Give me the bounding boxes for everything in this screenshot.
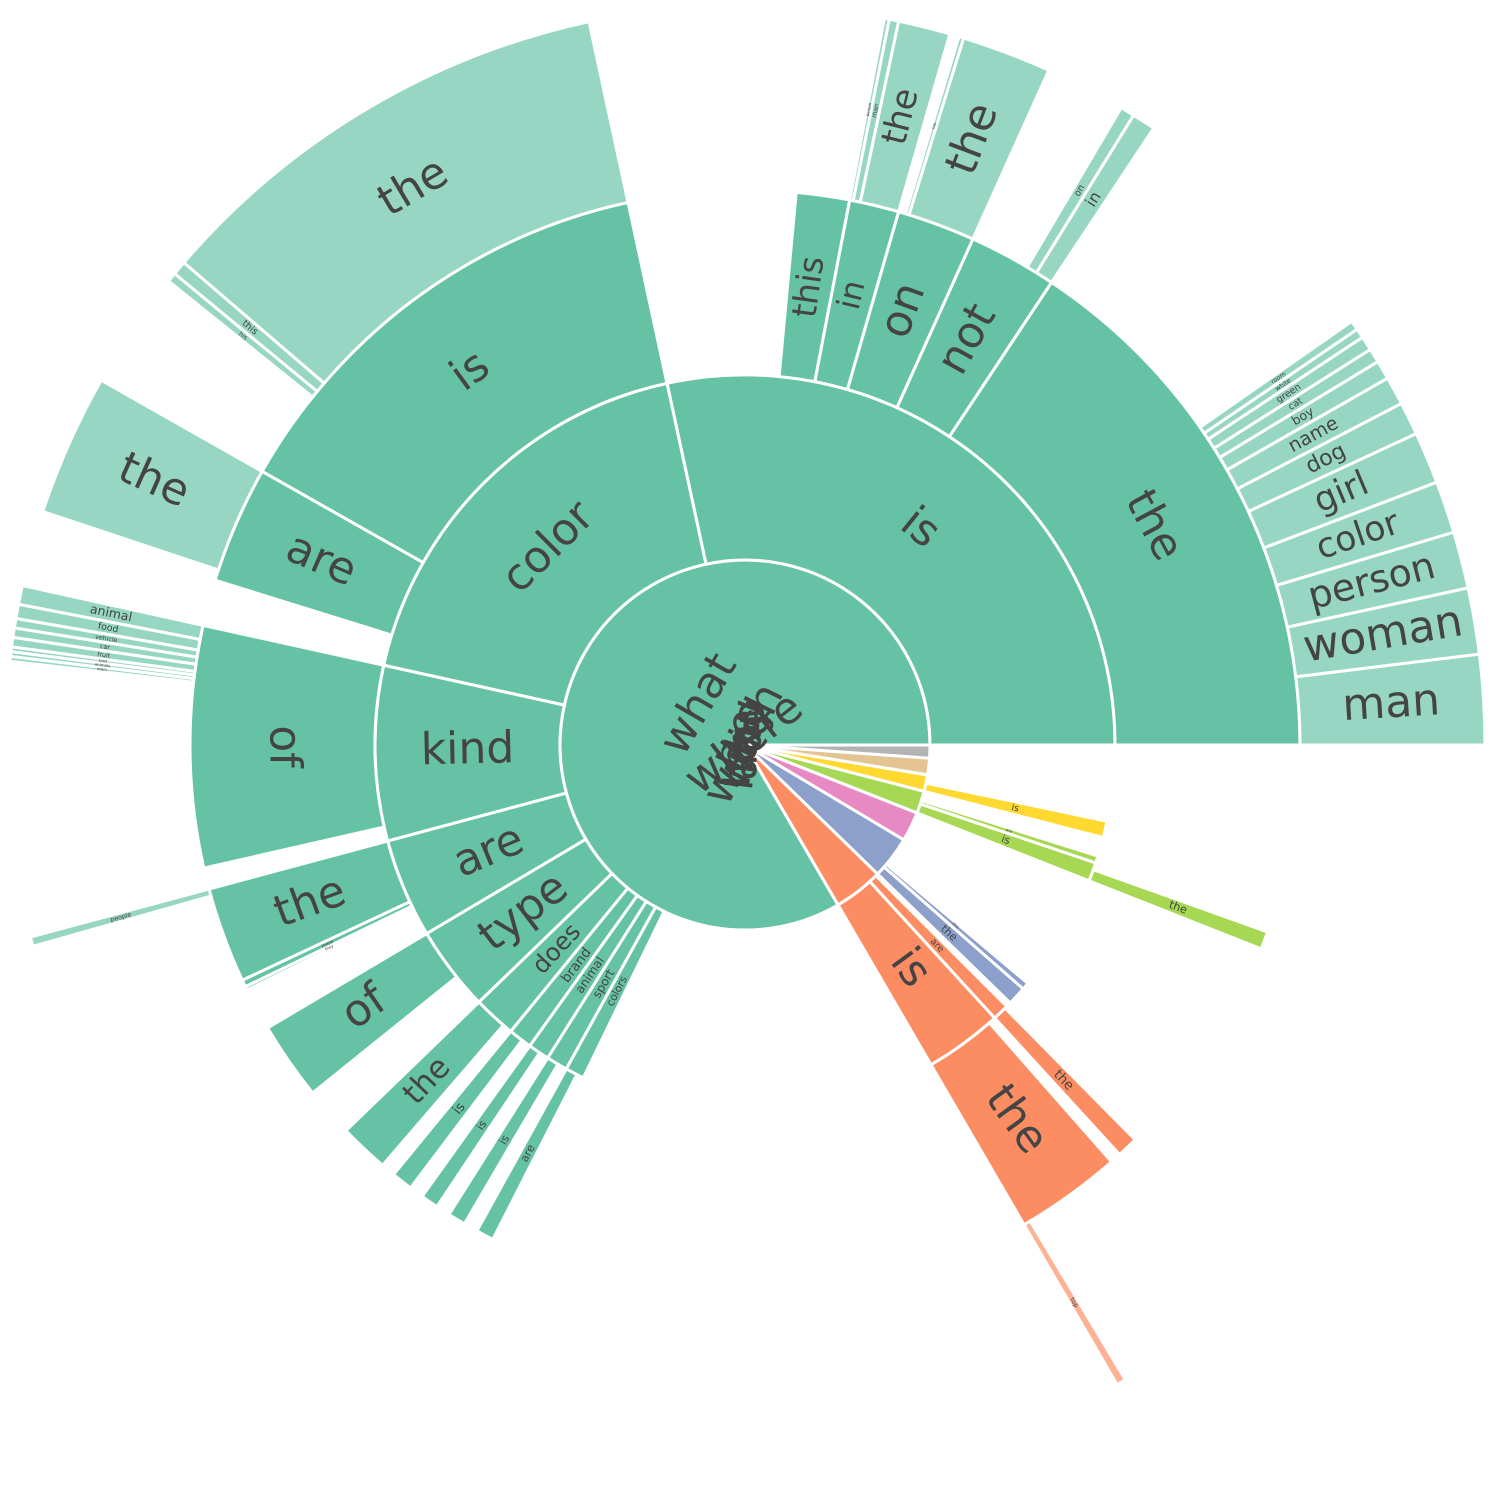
sunburst-segment xyxy=(1087,867,1270,951)
sunburst-segment xyxy=(8,654,196,684)
segment-label: top xyxy=(1068,1297,1079,1309)
sunburst-segment xyxy=(918,798,1100,865)
sunburst-segment xyxy=(188,623,387,870)
segment-label: fruit xyxy=(97,651,111,660)
sunburst-segment xyxy=(265,931,459,1096)
segment-label: how xyxy=(712,697,773,793)
segment-label: this xyxy=(951,921,960,930)
segment-label: these xyxy=(321,939,335,950)
segment-label: food xyxy=(97,621,119,636)
sunburst-segment xyxy=(420,1043,542,1209)
sunburst-segment xyxy=(343,1000,506,1168)
segment-label: bird xyxy=(99,658,108,664)
segment-label: man xyxy=(1341,674,1442,731)
sunburst-segment xyxy=(1025,105,1136,275)
sunburst-segment xyxy=(1022,1219,1128,1387)
segment-label: room xyxy=(97,666,108,672)
sunburst-segment xyxy=(1197,319,1360,436)
segment-label: on xyxy=(1072,183,1087,199)
segment-label: are xyxy=(716,708,769,781)
sunburst-segment xyxy=(777,190,852,384)
segment-label: car xyxy=(99,643,110,651)
sunburst-segment xyxy=(243,904,415,992)
sunburst-segment xyxy=(28,887,213,949)
segment-label: person xyxy=(865,102,873,117)
sunburst-segment xyxy=(881,862,1031,992)
segment-label: are xyxy=(1005,827,1013,834)
segment-label: they xyxy=(324,943,335,952)
sunburst-segment xyxy=(744,743,932,760)
segment-label: this xyxy=(784,254,831,320)
sunburst-segment xyxy=(922,781,1109,840)
sunburst-segment xyxy=(474,1066,579,1242)
segment-label: top xyxy=(930,121,937,129)
sunburst-segment xyxy=(391,1029,525,1191)
sunburst-segment xyxy=(166,271,320,400)
sunburst-segment xyxy=(40,378,265,572)
segment-label: the xyxy=(1167,898,1189,917)
sunburst-segment xyxy=(446,1055,560,1226)
segment-label: kind xyxy=(420,722,515,775)
segment-label: man xyxy=(871,103,881,118)
segment-label: is xyxy=(1010,802,1020,814)
sunburst-segment xyxy=(928,1020,1114,1227)
sunburst-segment xyxy=(992,1005,1138,1157)
sunburst-segment xyxy=(903,34,966,217)
segment-label: vehicle xyxy=(95,634,118,645)
segment-label: animals xyxy=(94,661,110,668)
segment-label: his xyxy=(237,331,248,342)
segment-label: of xyxy=(259,725,310,769)
